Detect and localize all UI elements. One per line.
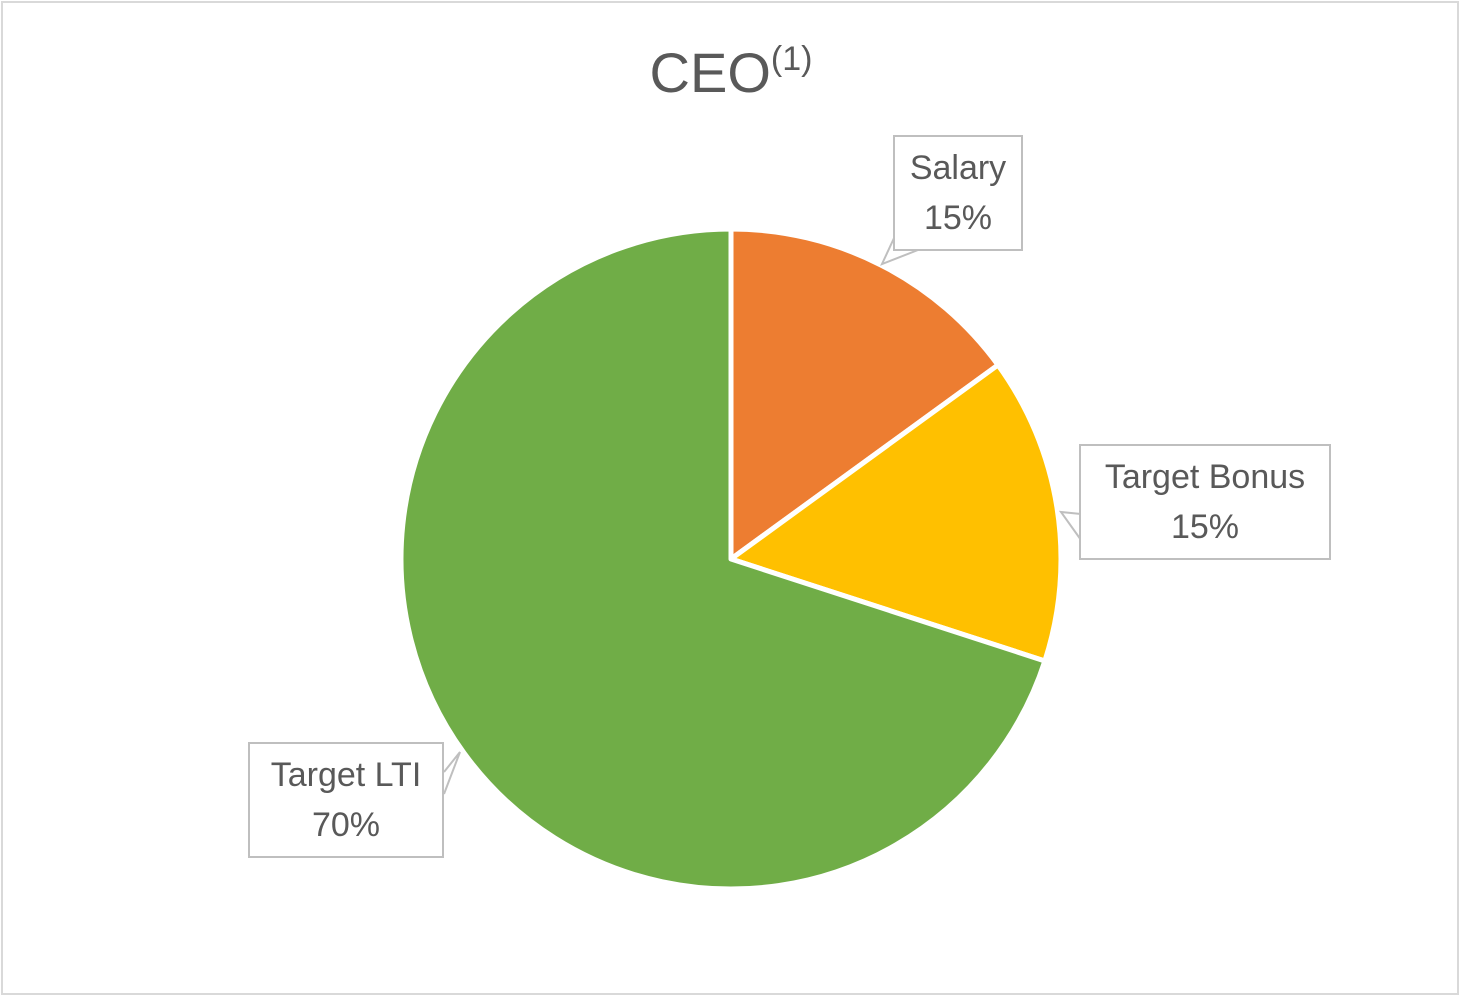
- callout-salary: Salary 15%: [893, 135, 1023, 251]
- pie-slice-target-lti: [398, 226, 1048, 892]
- callout-leaders: [443, 235, 1082, 795]
- slice-label-salary: Salary: [909, 149, 1007, 187]
- slice-label-target-bonus: Target Bonus: [1104, 458, 1306, 496]
- slice-value-salary: 15%: [923, 199, 993, 237]
- pie-slices: [398, 226, 1064, 892]
- slice-label-target-lti: Target LTI: [270, 756, 422, 794]
- chart-title-text: CEO: [649, 41, 771, 104]
- callout-target-lti: Target LTI 70%: [248, 742, 444, 858]
- callout-tail-target-lti: [443, 751, 461, 795]
- callout-target-bonus: Target Bonus 15%: [1079, 444, 1331, 560]
- callout-tail-target-bonus: [1058, 510, 1082, 541]
- slice-value-target-lti: 70%: [311, 806, 381, 844]
- pie-slice-target-bonus: [728, 362, 1064, 664]
- chart-title-footnote: (1): [770, 40, 813, 78]
- chart-title: CEO(1): [0, 40, 1462, 106]
- slice-value-target-bonus: 15%: [1170, 508, 1240, 546]
